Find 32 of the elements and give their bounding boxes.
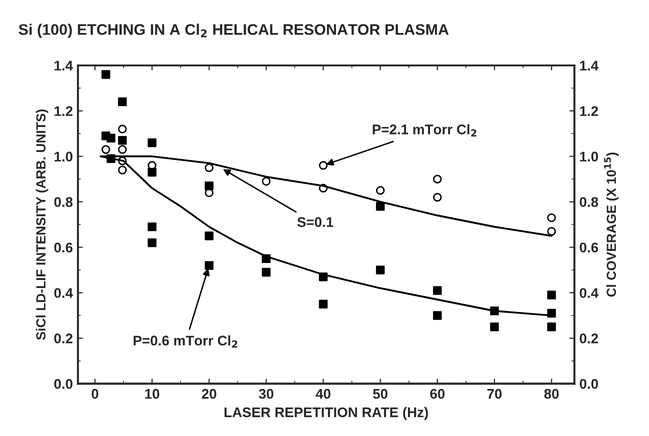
y-axis-title: SiCl LD-LIF INTENSITY (ARB. UNITS)	[36, 109, 48, 340]
y-tick-label: 1.0	[54, 152, 72, 162]
x-axis-title: LASER REPETITION RATE (Hz)	[224, 407, 428, 420]
chart-title: Si (100) ETCHING IN A Cl$_{2}$ HELICAL RESONATOR PLASMA	[18, 24, 449, 38]
annotation: S=0.1	[297, 217, 334, 227]
y-tick-label: 0.4	[54, 288, 73, 298]
x-tick-label: 50	[373, 388, 388, 399]
y2-tick-label: 0.0	[580, 379, 598, 389]
y-tick-label: 0.6	[54, 242, 73, 252]
y-tick-label: 1.2	[54, 106, 72, 116]
x-tick-label: 0	[92, 388, 98, 399]
x-tick-label: 40	[316, 388, 330, 399]
x-tick-label: 20	[202, 388, 216, 399]
y2-tick-label: 1.4	[580, 60, 598, 70]
y2-tick-label: 0.8	[580, 197, 598, 207]
y2-tick-label: 0.4	[580, 288, 598, 298]
y2-tick-label: 0.2	[580, 334, 598, 344]
annotation: P=0.6 mTorr Cl$_{2}$	[134, 335, 238, 348]
annotation: P=2.1 mTorr Cl$_{2}$	[372, 124, 476, 137]
x-tick-label: 60	[430, 388, 445, 399]
x-tick-label: 80	[544, 388, 559, 399]
x-tick-label: 10	[145, 388, 160, 399]
x-tick-label: 70	[487, 388, 502, 399]
y2-axis-title: Cl COVERAGE (X 10$^{15}$)	[604, 152, 619, 297]
y-tick-label: 0.8	[54, 197, 73, 207]
y-tick-label: 0.0	[54, 379, 72, 389]
y-tick-label: 0.2	[54, 334, 72, 344]
y2-tick-label: 1.0	[580, 152, 598, 162]
x-tick-label: 30	[258, 388, 274, 399]
y2-tick-label: 1.2	[580, 106, 598, 116]
y-tick-label: 1.4	[54, 60, 73, 70]
y2-tick-label: 0.6	[580, 242, 598, 252]
